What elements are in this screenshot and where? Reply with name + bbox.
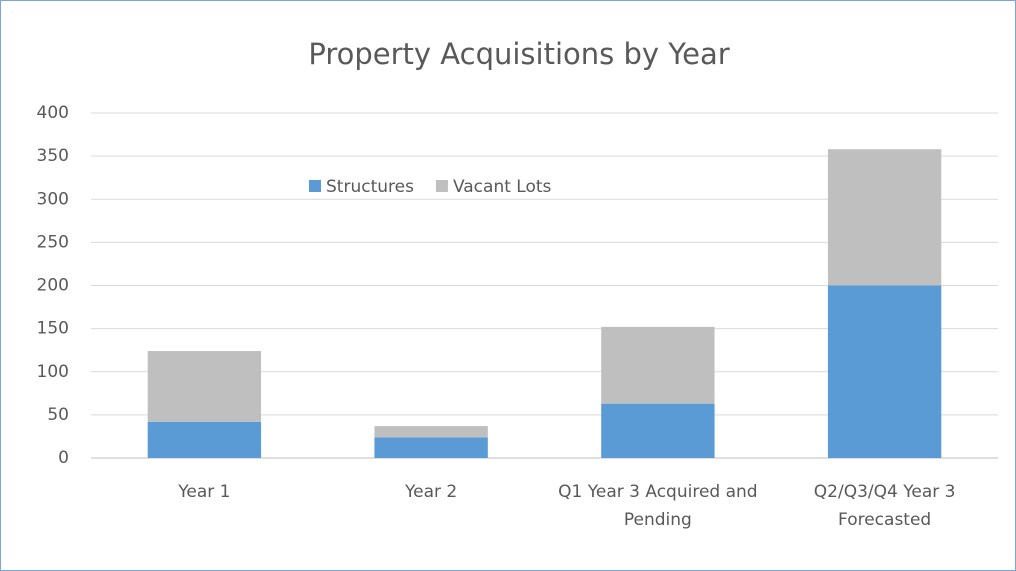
bar-segment	[601, 326, 715, 404]
bar-segment	[827, 149, 942, 286]
y-tick-label: 200	[37, 276, 69, 296]
legend-swatch	[435, 180, 448, 192]
y-tick-label: 0	[58, 448, 69, 468]
chart-title: Property Acquisitions by Year	[308, 37, 729, 71]
y-tick-label: 50	[47, 405, 69, 425]
y-tick-label: 350	[37, 146, 69, 166]
bar-segment	[601, 403, 715, 458]
x-tick-label: Year 2	[405, 482, 458, 502]
y-tick-label: 250	[37, 232, 69, 252]
y-tick-label: 400	[37, 103, 69, 123]
y-tick-label: 150	[37, 319, 69, 339]
legend-label: Vacant Lots	[453, 177, 552, 197]
y-tick-label: 100	[37, 362, 69, 382]
x-tick-label: Q1 Year 3 Acquired and Pending	[558, 482, 758, 530]
bar-segment	[147, 421, 262, 458]
bar-segment	[827, 285, 942, 458]
bar-segment	[374, 426, 488, 438]
x-tick-label: Q2/Q3/Q4 Year 3 Forecasted	[813, 482, 956, 530]
y-tick-label: 300	[37, 189, 69, 209]
legend-label: Structures	[326, 177, 414, 197]
bar-segment	[147, 351, 262, 422]
legend-swatch	[309, 180, 321, 192]
bar-segment	[374, 437, 488, 458]
x-tick-label: Year 1	[178, 482, 231, 502]
